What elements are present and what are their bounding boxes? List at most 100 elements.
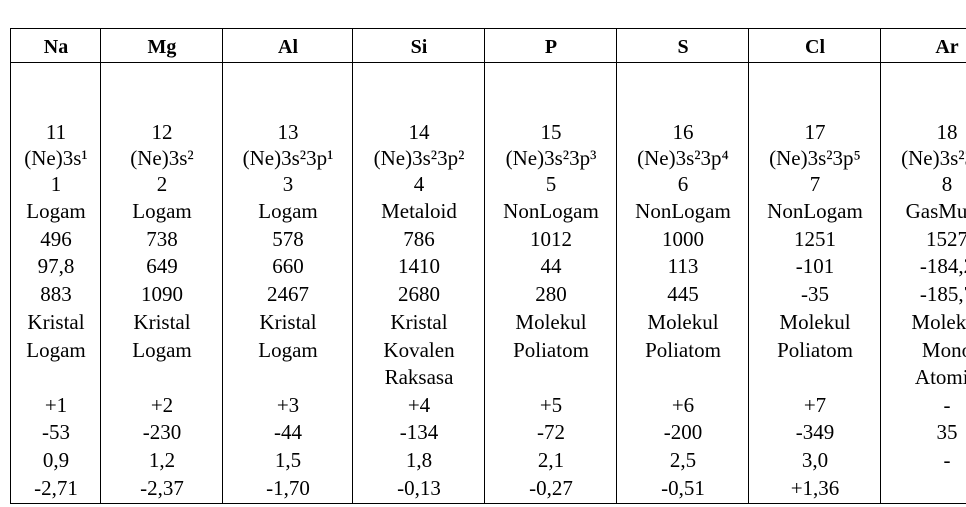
boiling: 2680 [398, 282, 440, 306]
configuration: (Ne)3s²3p⁴ [637, 146, 729, 170]
boiling: 280 [535, 282, 567, 306]
column-header: S [677, 36, 689, 58]
ionization: 1000 [662, 227, 704, 251]
boiling: 445 [667, 282, 699, 306]
potential: +1,36 [790, 476, 840, 500]
configuration: (Ne)3s²3p⁶ [901, 146, 966, 170]
element-column: Cl 17 (Ne)3s²3p⁵ 7 NonLogam 1251 -101 -35 Moleku… [748, 28, 881, 503]
potential: -2,71 [34, 476, 78, 500]
column-header: Si [410, 36, 428, 58]
element-column: Mg 12 (Ne)3s² 2 Logam 738 649 1090 Kristal Logam +… [100, 28, 223, 503]
valence: 7 [809, 172, 821, 196]
atomic-number: 12 [151, 120, 173, 144]
atomic-number: 17 [804, 120, 826, 144]
boiling: -35 [801, 282, 829, 306]
atomic-number: 16 [672, 120, 694, 144]
type: NonLogam [767, 199, 863, 223]
pair: S/S²⁻ [617, 502, 749, 503]
type: Metaloid [381, 199, 457, 223]
structure-line: Logam [258, 337, 318, 362]
affinity: -134 [399, 420, 439, 444]
structure-line: Kristal [27, 310, 85, 334]
structure-line: Molekul [647, 310, 719, 334]
affinity: -230 [142, 420, 182, 444]
atomic-number: 15 [540, 120, 562, 144]
structure-line: Logam [26, 337, 86, 362]
potential: -2,37 [140, 476, 184, 500]
valence: 2 [156, 172, 168, 196]
type: Logam [132, 199, 192, 223]
valence: 4 [413, 172, 425, 196]
affinity: 35 [936, 420, 958, 444]
configuration: (Ne)3s²3p¹ [242, 146, 334, 170]
melting: -101 [795, 254, 835, 278]
melting: 660 [272, 254, 304, 278]
melting: 44 [540, 254, 562, 278]
element-column: P 15 (Ne)3s²3p³ 5 NonLogam 1012 44 280 Molekul Po… [484, 28, 617, 503]
ionization: 786 [403, 227, 435, 251]
oxidation: +7 [803, 393, 827, 417]
configuration: (Ne)3s²3p² [373, 146, 465, 170]
structure-line: Kristal [133, 310, 191, 334]
valence: 3 [282, 172, 294, 196]
pair: Mg²⁺/Mg [101, 502, 223, 503]
atomic-number: 18 [936, 120, 958, 144]
element-column: Al 13 (Ne)3s²3p¹ 3 Logam 578 660 2467 Kristal Log… [222, 28, 353, 503]
ionization: 1527 [926, 227, 966, 251]
pair: Cl₂/Cl⁻ [749, 502, 881, 503]
electronegativity: 2,5 [669, 448, 697, 472]
type: Logam [26, 199, 86, 223]
oxidation: +3 [276, 393, 300, 417]
oxidation: - [943, 393, 951, 417]
oxidation: +2 [150, 393, 174, 417]
structure-line: Poliatom [513, 337, 589, 362]
ionization: 496 [40, 227, 72, 251]
ionization: 578 [272, 227, 304, 251]
structure-line: Mono [921, 337, 966, 362]
table-top-border [10, 28, 966, 29]
table-bottom-border [10, 503, 966, 504]
structure-line: Raksasa [384, 365, 454, 389]
structure-line: Logam [132, 337, 192, 362]
pair: Al³⁺/Al [223, 502, 353, 503]
type: GasMulia [905, 199, 966, 223]
electronegativity: 3,0 [801, 448, 829, 472]
melting: -184,2 [919, 254, 966, 278]
affinity: -72 [537, 420, 565, 444]
potential: -0,13 [397, 476, 441, 500]
boiling: 2467 [267, 282, 309, 306]
type: NonLogam [503, 199, 599, 223]
structure-line: Poliatom [777, 337, 853, 362]
ionization: 1012 [530, 227, 572, 251]
type: Logam [258, 199, 318, 223]
valence: 1 [50, 172, 62, 196]
configuration: (Ne)3s¹ [24, 146, 88, 170]
electronegativity: - [943, 448, 951, 472]
electronegativity: 1,5 [274, 448, 302, 472]
configuration: (Ne)3s² [130, 146, 194, 170]
electronegativity: 0,9 [42, 448, 70, 472]
configuration: (Ne)3s²3p⁵ [769, 146, 861, 170]
boiling: 1090 [141, 282, 183, 306]
element-column: S 16 (Ne)3s²3p⁴ 6 NonLogam 1000 113 445 Molekul P… [616, 28, 749, 503]
pair: Si⁴⁺/Si [353, 502, 485, 503]
oxidation: +6 [671, 393, 695, 417]
pair: Na⁺/Na [11, 502, 101, 503]
structure-line: Kovalen [383, 337, 455, 362]
element-column: Na 11 (Ne)3s¹ 1 Logam 496 97,8 883 Kristal Logam +… [10, 28, 101, 503]
element-column: Si 14 (Ne)3s²3p² 4 Metaloid 786 1410 2680 Krista… [352, 28, 485, 503]
column-header: Mg [147, 36, 177, 58]
potential: -0,51 [661, 476, 705, 500]
atomic-number: 14 [408, 120, 430, 144]
pair: PO₄³⁻/PO₃³⁻ [485, 502, 617, 503]
electronegativity: 1,8 [405, 448, 433, 472]
melting: 649 [146, 254, 178, 278]
valence: 8 [941, 172, 953, 196]
atomic-number: 13 [277, 120, 299, 144]
affinity: -53 [42, 420, 70, 444]
structure-line: Kristal [390, 310, 448, 334]
affinity: -44 [274, 420, 302, 444]
ionization: 1251 [794, 227, 836, 251]
column-header: Ar [935, 36, 959, 58]
